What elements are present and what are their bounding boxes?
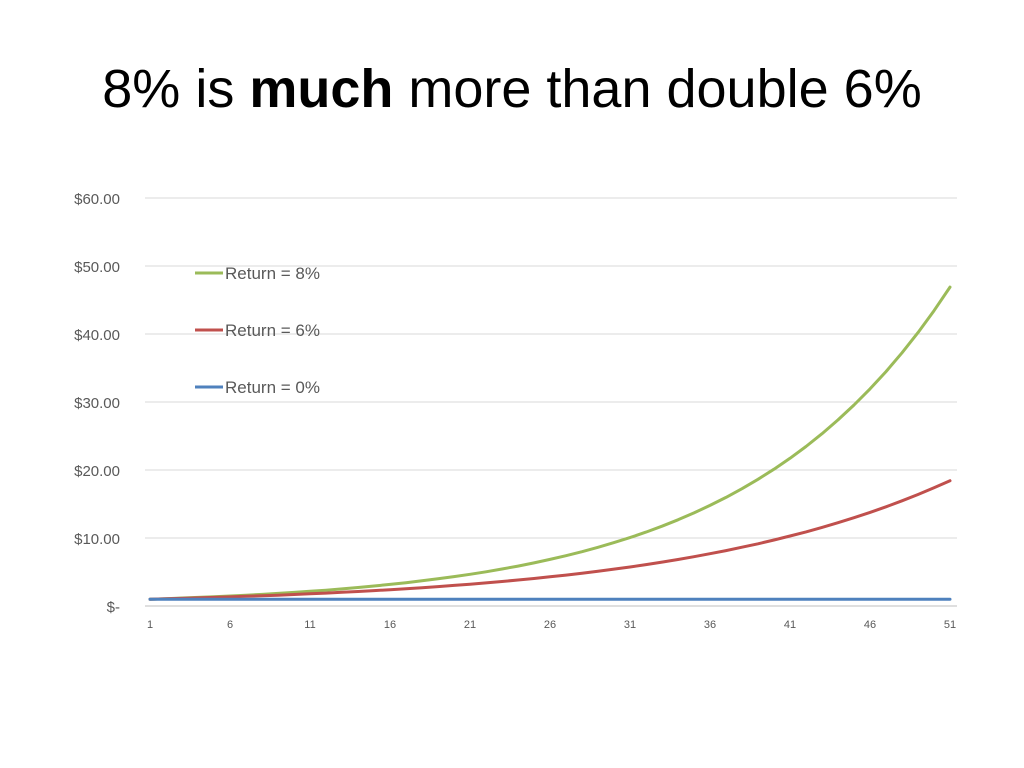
legend-label: Return = 6% bbox=[225, 321, 320, 340]
series-line-return-6- bbox=[148, 479, 952, 601]
title-part-1: 8% is bbox=[102, 59, 250, 119]
slide-title: 8% is much more than double 6% bbox=[0, 62, 1024, 116]
x-tick-label: 11 bbox=[304, 619, 315, 631]
y-tick-label: $50.00 bbox=[74, 259, 120, 276]
x-tick-label: 6 bbox=[227, 619, 233, 631]
x-tick-label: 46 bbox=[864, 619, 876, 631]
y-tick-label: $30.00 bbox=[74, 395, 120, 412]
y-tick-label: $60.00 bbox=[74, 191, 120, 208]
y-tick-label: $- bbox=[107, 599, 120, 616]
y-tick-label: $40.00 bbox=[74, 327, 120, 344]
x-tick-label: 51 bbox=[944, 619, 956, 631]
title-part-2: more than double 6% bbox=[393, 59, 922, 119]
x-tick-label: 16 bbox=[384, 619, 396, 631]
y-tick-label: $20.00 bbox=[74, 463, 120, 480]
x-tick-label: 41 bbox=[784, 619, 796, 631]
series-line-return-8- bbox=[148, 285, 952, 601]
x-tick-label: 1 bbox=[147, 619, 153, 631]
legend-label: Return = 0% bbox=[225, 378, 320, 397]
x-tick-label: 31 bbox=[624, 619, 636, 631]
x-tick-label: 21 bbox=[464, 619, 476, 631]
x-tick-label: 26 bbox=[544, 619, 556, 631]
x-tick-label: 36 bbox=[704, 619, 716, 631]
legend-label: Return = 8% bbox=[225, 264, 320, 283]
title-bold-word: much bbox=[249, 59, 394, 119]
y-tick-label: $10.00 bbox=[74, 531, 120, 548]
